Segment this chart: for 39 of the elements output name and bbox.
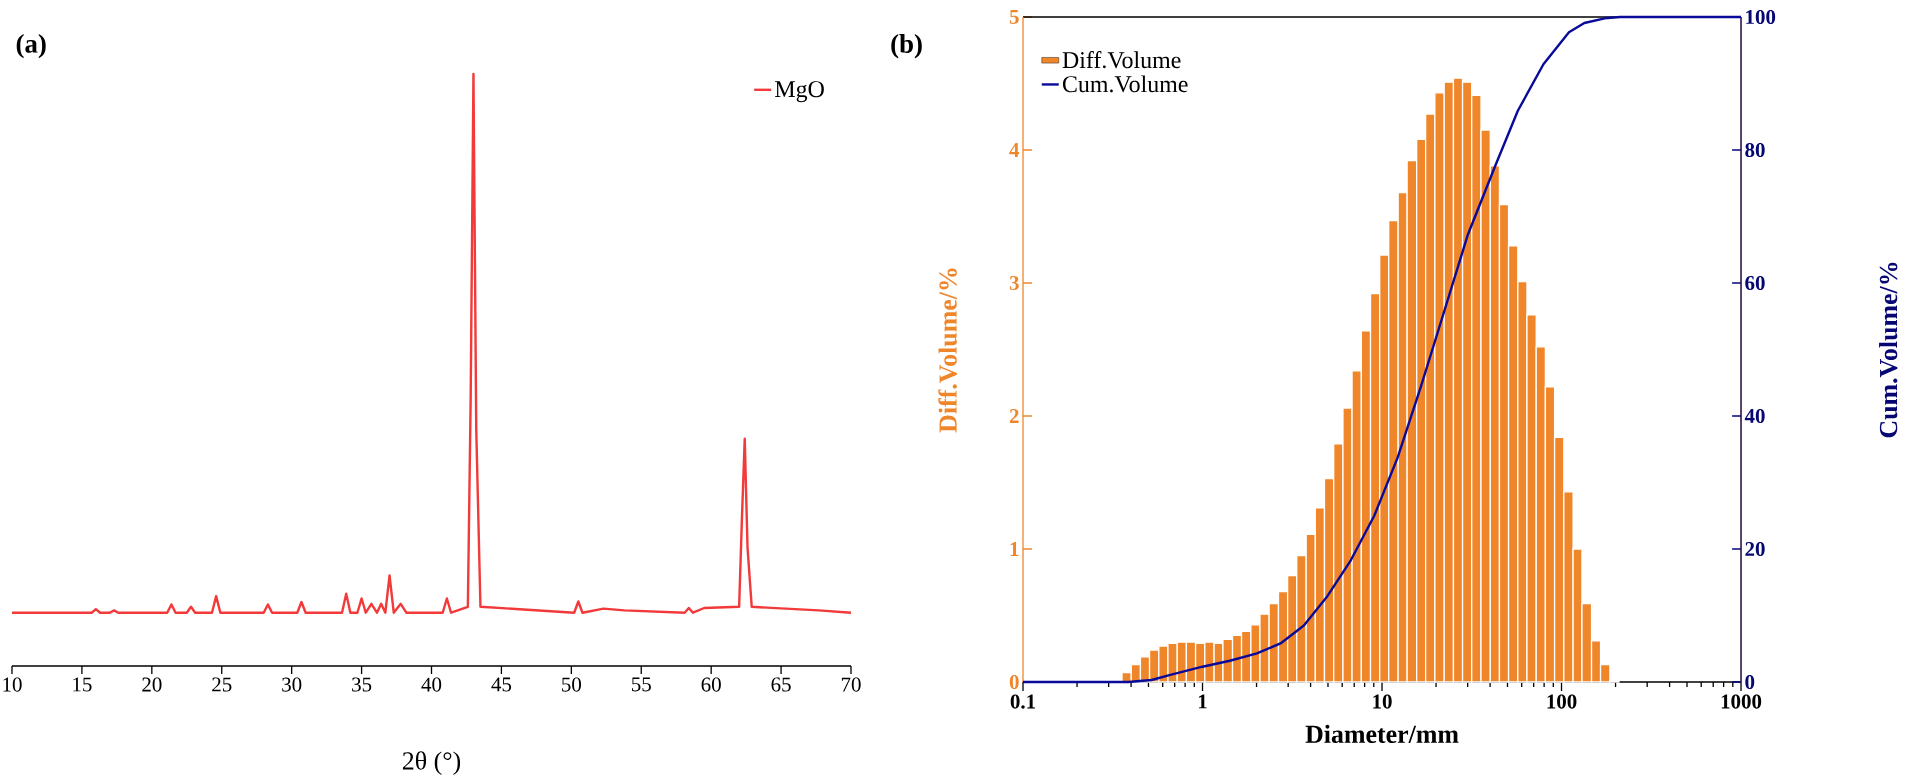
text: (b) <box>891 34 922 59</box>
x-tick-label: 1 <box>1198 694 1207 709</box>
y2-tick-label: 20 <box>1745 541 1765 557</box>
x-tick-label: 50 <box>562 677 582 692</box>
legend-label: MgO <box>775 81 824 103</box>
legend-label: Cum.Volume <box>1062 75 1188 93</box>
x-tick-label: 45 <box>491 677 512 692</box>
x-tick-label: 10 <box>1373 694 1392 709</box>
x-tick-label: 60 <box>701 677 721 692</box>
y-tick-label: 0 <box>1009 674 1019 690</box>
x-tick-label: 25 <box>212 677 232 692</box>
y-tick-label: 3 <box>1009 275 1019 291</box>
x-axis-title: 2θ (°) <box>402 751 461 775</box>
y2-tick-label: 100 <box>1746 9 1776 25</box>
legend-label: Diff.Volume <box>1062 51 1181 69</box>
x-tick-label: 0.1 <box>1010 694 1035 709</box>
x-tick-label: 20 <box>142 677 162 692</box>
x-tick-label: 55 <box>632 677 651 692</box>
x-tick-label: 100 <box>1547 694 1577 709</box>
y-tick-label: 4 <box>1009 143 1020 157</box>
y2-tick-label: 60 <box>1745 275 1765 291</box>
x-tick-label: 30 <box>282 677 302 692</box>
y2-tick-label: 0 <box>1745 674 1755 690</box>
y-tick-label: 5 <box>1009 10 1019 24</box>
chart-title: (a) <box>16 33 46 59</box>
y2-tick-label: 40 <box>1744 408 1765 424</box>
y2-tick-label: 80 <box>1745 142 1765 158</box>
y-axis-title: Diff.Volume/% <box>938 268 957 433</box>
y-tick-label: 2 <box>1009 409 1019 423</box>
x-tick-label: 35 <box>352 677 372 692</box>
x-tick-label: 65 <box>771 677 791 692</box>
x-tick-label: 70 <box>841 677 861 692</box>
y-tick-label: 1 <box>1010 542 1019 556</box>
x-tick-label: 10 <box>3 677 22 692</box>
x-tick-label: 1000 <box>1721 694 1762 709</box>
x-axis-title: Diameter/mm <box>1305 724 1459 743</box>
x-tick-label: 15 <box>73 677 92 692</box>
x-tick-label: 40 <box>421 677 442 692</box>
y2-axis-title: Cum.Volume/% <box>1879 262 1898 438</box>
